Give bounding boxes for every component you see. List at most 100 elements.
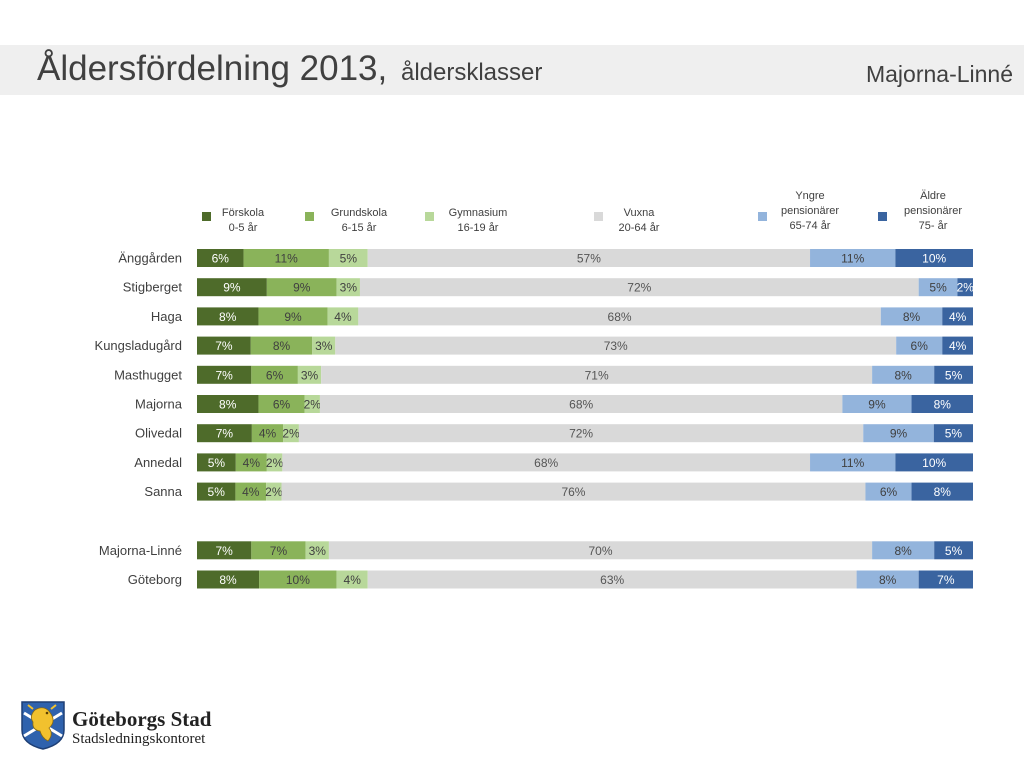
org-name: Göteborgs Stad <box>72 707 212 731</box>
bar-segment <box>197 249 244 267</box>
category-label: Sanna <box>144 484 182 499</box>
bar-value-label: 7% <box>270 544 288 558</box>
bar-segment <box>856 570 919 589</box>
bar-value-label: 5% <box>945 427 963 441</box>
bar-value-label: 8% <box>219 573 237 587</box>
legend-label: pensionärer <box>904 205 962 217</box>
bar-segment <box>312 336 336 355</box>
bar-segment <box>895 453 973 472</box>
bar-segment <box>258 307 328 326</box>
bar-segment <box>328 249 368 267</box>
bar-segment <box>957 278 973 297</box>
bar-segment <box>942 307 973 326</box>
region-name: Majorna-Linné <box>865 61 1013 87</box>
bar-value-label: 11% <box>841 252 864 266</box>
legend-label: 20-64 år <box>619 222 660 234</box>
title-subtitle: åldersklasser <box>400 59 543 86</box>
bar-value-label: 68% <box>608 310 632 324</box>
bar-segment <box>942 336 973 355</box>
bar-value-label: 8% <box>219 310 237 324</box>
bar-segment <box>197 453 236 472</box>
bar-value-label: 8% <box>273 339 291 353</box>
bar-segment <box>918 570 973 589</box>
bar-segment <box>327 307 359 326</box>
bar-value-label: 7% <box>215 339 233 353</box>
bar-segment <box>359 278 919 297</box>
category-label: Majorna <box>135 397 183 412</box>
bar-value-label: 8% <box>934 485 952 499</box>
legend-label: 6-15 år <box>342 222 377 234</box>
bar-segment <box>197 570 260 589</box>
bar-segment <box>336 278 360 297</box>
bar-value-label: 7% <box>215 544 233 558</box>
bar-segment <box>243 249 329 267</box>
bar-value-label: 76% <box>561 485 585 499</box>
bar-segment <box>810 453 896 472</box>
bar-value-label: 4% <box>243 456 261 470</box>
bar-segment <box>251 541 306 560</box>
goteborg-coat-of-arms-logo <box>21 701 65 750</box>
legend-swatch <box>878 212 887 221</box>
bar-segment <box>863 424 934 443</box>
legend-label: pensionärer <box>781 205 839 217</box>
legend-label: 16-19 år <box>458 222 499 234</box>
bar-segment <box>328 541 873 560</box>
title-text: Åldersfördelning 2013, <box>37 49 388 88</box>
bar-segment <box>235 482 267 501</box>
bar-value-label: 8% <box>894 368 912 382</box>
bar-segment <box>197 424 252 443</box>
category-label: Haga <box>151 309 183 324</box>
bar-segment <box>283 424 299 443</box>
bar-value-label: 9% <box>890 427 908 441</box>
bar-segment <box>934 541 973 560</box>
bar-value-label: 9% <box>284 310 302 324</box>
bar-segment <box>298 424 864 443</box>
bar-value-label: 68% <box>569 398 593 412</box>
bar-value-label: 7% <box>937 573 955 587</box>
bar-segment <box>305 541 329 560</box>
bar-value-label: 5% <box>929 281 947 295</box>
bar-segment <box>258 395 305 413</box>
legend-label: Yngre <box>795 190 824 202</box>
bar-value-label: 7% <box>216 427 234 441</box>
bar-value-label: 8% <box>219 398 237 412</box>
legend-swatch <box>594 212 603 221</box>
bar-segment <box>810 249 896 267</box>
bar-segment <box>197 541 252 560</box>
bar-value-label: 4% <box>334 310 352 324</box>
bar-value-label: 6% <box>911 339 929 353</box>
page-title: Åldersfördelning 2013, åldersklasser <box>37 49 542 89</box>
bar-segment <box>918 278 958 297</box>
bar-value-label: 57% <box>577 252 601 266</box>
bar-segment <box>934 365 973 384</box>
bar-segment <box>235 453 267 472</box>
bar-value-label: 9% <box>868 398 886 412</box>
category-label: Göteborg <box>128 572 182 587</box>
bar-value-label: 72% <box>627 281 651 295</box>
category-label: Annedal <box>134 455 182 470</box>
category-label: Änggården <box>118 251 182 266</box>
bar-value-label: 5% <box>208 456 226 470</box>
bar-value-label: 68% <box>534 456 558 470</box>
legend-label: 65-74 år <box>790 220 831 232</box>
bar-value-label: 10% <box>922 456 946 470</box>
bar-value-label: 9% <box>223 281 241 295</box>
bar-value-label: 5% <box>340 252 358 266</box>
legend-swatch <box>425 212 434 221</box>
legend-swatch <box>305 212 314 221</box>
bar-value-label: 71% <box>585 368 609 382</box>
bar-value-label: 6% <box>266 368 284 382</box>
bar-segment <box>911 395 973 413</box>
bar-value-label: 10% <box>286 573 310 587</box>
bar-segment <box>250 336 313 355</box>
bar-value-label: 4% <box>949 339 967 353</box>
bar-segment <box>282 453 811 472</box>
bar-segment <box>872 365 935 384</box>
bar-value-label: 2% <box>265 485 283 499</box>
bar-segment <box>367 249 811 267</box>
bar-value-label: 6% <box>880 485 898 499</box>
bar-value-label: 9% <box>293 281 311 295</box>
bar-value-label: 5% <box>945 544 963 558</box>
legend-label: Gymnasium <box>449 207 508 219</box>
